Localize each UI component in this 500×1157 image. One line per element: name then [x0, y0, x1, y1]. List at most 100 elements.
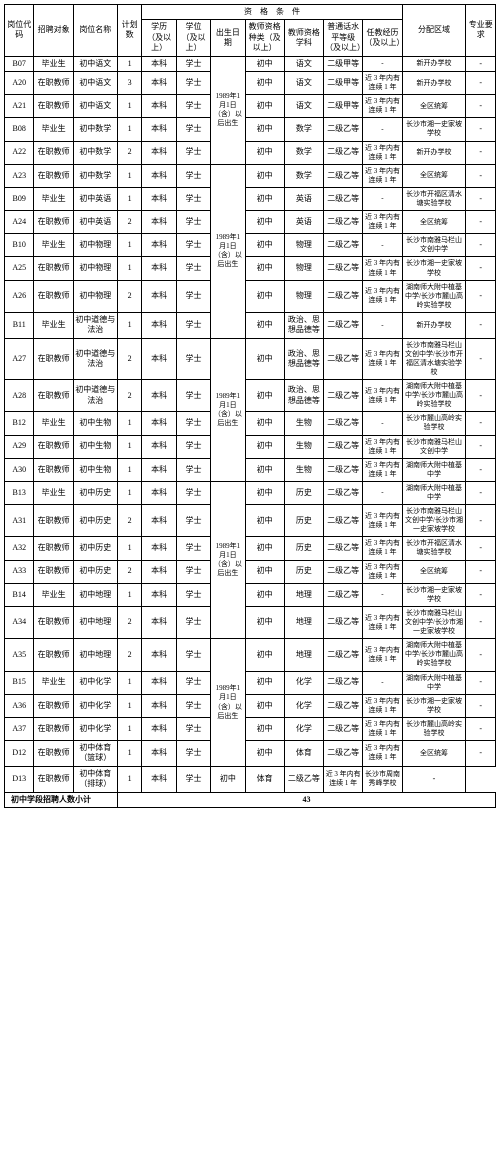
cell-degree: 学士 — [176, 257, 210, 280]
cell-code: A24 — [5, 211, 34, 234]
cell-edu: 本科 — [142, 639, 176, 671]
cell-cert_type: 初中 — [245, 338, 284, 379]
cell-subject: 历史 — [284, 560, 323, 583]
cell-cert_type: 初中 — [245, 560, 284, 583]
cell-subject: 数学 — [284, 141, 323, 164]
cell-degree: 学士 — [176, 187, 210, 210]
cell-mandarin: 二级乙等 — [324, 141, 363, 164]
cell-major: - — [466, 583, 496, 606]
cell-tenure: 近 3 年内有连续 1 年 — [363, 694, 402, 717]
cell-name: 初中化学 — [73, 671, 117, 694]
cell-birth: 1989年1月1日（含）以后出生 — [211, 481, 245, 638]
cell-mandarin: 二级乙等 — [324, 164, 363, 187]
table-row: A26在职教师初中物理2本科学士初中物理二级乙等近 3 年内有连续 1 年湖南师… — [5, 280, 496, 312]
cell-plan: 1 — [117, 412, 142, 435]
cell-area: 湖南师大附中植基中学/长沙市麓山高岭实验学校 — [402, 380, 466, 412]
cell-code: A33 — [5, 560, 34, 583]
cell-major: - — [466, 671, 496, 694]
cell-subject: 物理 — [284, 257, 323, 280]
cell-major: - — [466, 280, 496, 312]
table-row: A32在职教师初中历史1本科学士初中历史二级乙等近 3 年内有连续 1 年长沙市… — [5, 537, 496, 560]
cell-name: 初中历史 — [73, 481, 117, 504]
cell-major: - — [466, 717, 496, 740]
cell-tenure: 近 3 年内有连续 1 年 — [363, 95, 402, 118]
cell-edu: 本科 — [142, 95, 176, 118]
cell-cert_type: 初中 — [245, 164, 284, 187]
cell-target: 在职教师 — [34, 141, 73, 164]
cell-mandarin: 二级乙等 — [324, 583, 363, 606]
cell-major: - — [466, 338, 496, 379]
cell-tenure: 近 3 年内有连续 1 年 — [363, 141, 402, 164]
cell-mandarin: 二级乙等 — [324, 380, 363, 412]
cell-subject: 语文 — [284, 56, 323, 71]
cell-name: 初中物理 — [73, 280, 117, 312]
cell-name: 初中地理 — [73, 639, 117, 671]
cell-mandarin: 二级乙等 — [324, 741, 363, 767]
table-row: B12毕业生初中生物1本科学士初中生物二级乙等-长沙市麓山高岭实验学校- — [5, 412, 496, 435]
cell-major: - — [466, 412, 496, 435]
cell-cert_type: 初中 — [211, 766, 245, 792]
cell-plan: 3 — [117, 71, 142, 94]
cell-target: 毕业生 — [34, 412, 73, 435]
cell-birth: 1989年1月1日（含）以后出生 — [211, 338, 245, 481]
cell-cert_type: 初中 — [245, 435, 284, 458]
cell-plan: 2 — [117, 560, 142, 583]
recruitment-table: 岗位代码 招聘对象 岗位名称 计划数 资 格 条 件 分配区域 专业要求 学历（… — [4, 4, 496, 808]
cell-edu: 本科 — [142, 71, 176, 94]
cell-area: 湖南师大附中植基中学/长沙市麓山高岭实验学校 — [402, 280, 466, 312]
cell-major: - — [466, 141, 496, 164]
cell-degree: 学士 — [176, 338, 210, 379]
cell-subject: 政治、思想品德等 — [284, 312, 323, 338]
table-row: A37在职教师初中化学1本科学士初中化学二级乙等近 3 年内有连续 1 年长沙市… — [5, 717, 496, 740]
cell-plan: 1 — [117, 458, 142, 481]
cell-edu: 本科 — [142, 164, 176, 187]
cell-cert_type: 初中 — [245, 671, 284, 694]
cell-subject: 体育 — [284, 741, 323, 767]
subtotal-row: 初中学段招聘人数小计43 — [5, 792, 496, 807]
cell-degree: 学士 — [176, 312, 210, 338]
cell-major: - — [466, 118, 496, 141]
cell-code: A30 — [5, 458, 34, 481]
cell-mandarin: 二级乙等 — [324, 118, 363, 141]
cell-name: 初中语文 — [73, 71, 117, 94]
cell-target: 在职教师 — [34, 766, 73, 792]
cell-mandarin: 二级乙等 — [324, 312, 363, 338]
cell-target: 毕业生 — [34, 583, 73, 606]
cell-area: 湖南师大附中植基中学/长沙市麓山高岭实验学校 — [402, 639, 466, 671]
cell-name: 初中化学 — [73, 717, 117, 740]
cell-target: 在职教师 — [34, 639, 73, 671]
table-row: B13毕业生初中历史1本科学士1989年1月1日（含）以后出生初中历史二级乙等-… — [5, 481, 496, 504]
cell-cert_type: 初中 — [245, 458, 284, 481]
cell-tenure: 近 3 年内有连续 1 年 — [363, 380, 402, 412]
cell-degree: 学士 — [176, 606, 210, 638]
cell-name: 初中数学 — [73, 164, 117, 187]
cell-cert_type: 初中 — [245, 234, 284, 257]
cell-code: B07 — [5, 56, 34, 71]
cell-plan: 1 — [117, 481, 142, 504]
cell-area: 全区统筹 — [402, 560, 466, 583]
cell-cert_type: 初中 — [245, 537, 284, 560]
cell-subject: 化学 — [284, 671, 323, 694]
cell-target: 在职教师 — [34, 280, 73, 312]
cell-degree: 学士 — [176, 380, 210, 412]
table-row: A20在职教师初中语文3本科学士初中语文二级甲等近 3 年内有连续 1 年新开办… — [5, 71, 496, 94]
cell-edu: 本科 — [142, 338, 176, 379]
cell-degree: 学士 — [176, 141, 210, 164]
cell-cert_type: 初中 — [245, 211, 284, 234]
cell-name: 初中化学 — [73, 694, 117, 717]
subtotal-label: 初中学段招聘人数小计 — [5, 792, 118, 807]
cell-area: 全区统筹 — [402, 741, 466, 767]
table-row: D12在职教师初中体育（篮球）1本科学士初中体育二级乙等近 3 年内有连续 1 … — [5, 741, 496, 767]
cell-subject: 化学 — [284, 717, 323, 740]
cell-target: 毕业生 — [34, 234, 73, 257]
cell-major: - — [466, 312, 496, 338]
cell-birth: 1989年1月1日（含）以后出生 — [211, 164, 245, 338]
cell-target: 在职教师 — [34, 211, 73, 234]
cell-subject: 物理 — [284, 234, 323, 257]
cell-subject: 生物 — [284, 435, 323, 458]
cell-degree: 学士 — [176, 766, 210, 792]
cell-plan: 1 — [117, 118, 142, 141]
cell-tenure: 近 3 年内有连续 1 年 — [363, 435, 402, 458]
cell-subject: 数学 — [284, 118, 323, 141]
cell-code: A20 — [5, 71, 34, 94]
